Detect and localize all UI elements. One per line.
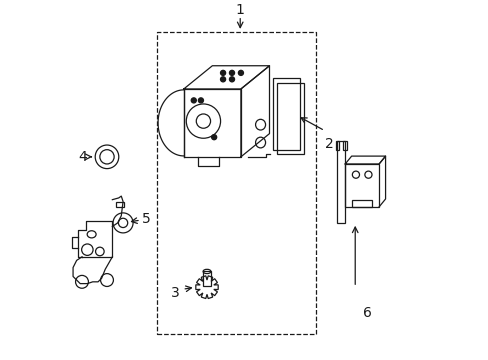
Text: 5: 5 xyxy=(142,212,150,226)
Bar xyxy=(203,271,210,286)
Circle shape xyxy=(229,77,234,82)
Bar xyxy=(116,202,123,207)
Text: 1: 1 xyxy=(235,3,244,17)
Circle shape xyxy=(211,135,216,140)
Bar xyxy=(277,82,304,154)
Bar xyxy=(157,32,315,334)
Text: 6: 6 xyxy=(363,306,371,320)
Circle shape xyxy=(198,98,203,103)
Circle shape xyxy=(220,77,225,82)
Bar xyxy=(272,78,299,150)
Circle shape xyxy=(238,71,243,75)
Text: 3: 3 xyxy=(170,285,179,300)
Text: 4: 4 xyxy=(79,150,87,164)
Bar xyxy=(335,141,339,150)
Bar xyxy=(345,164,378,207)
Text: 2: 2 xyxy=(325,137,333,151)
Circle shape xyxy=(229,71,234,75)
Circle shape xyxy=(220,71,225,75)
Bar xyxy=(343,141,346,150)
Circle shape xyxy=(191,98,196,103)
Bar xyxy=(337,141,345,223)
Bar xyxy=(352,200,371,207)
